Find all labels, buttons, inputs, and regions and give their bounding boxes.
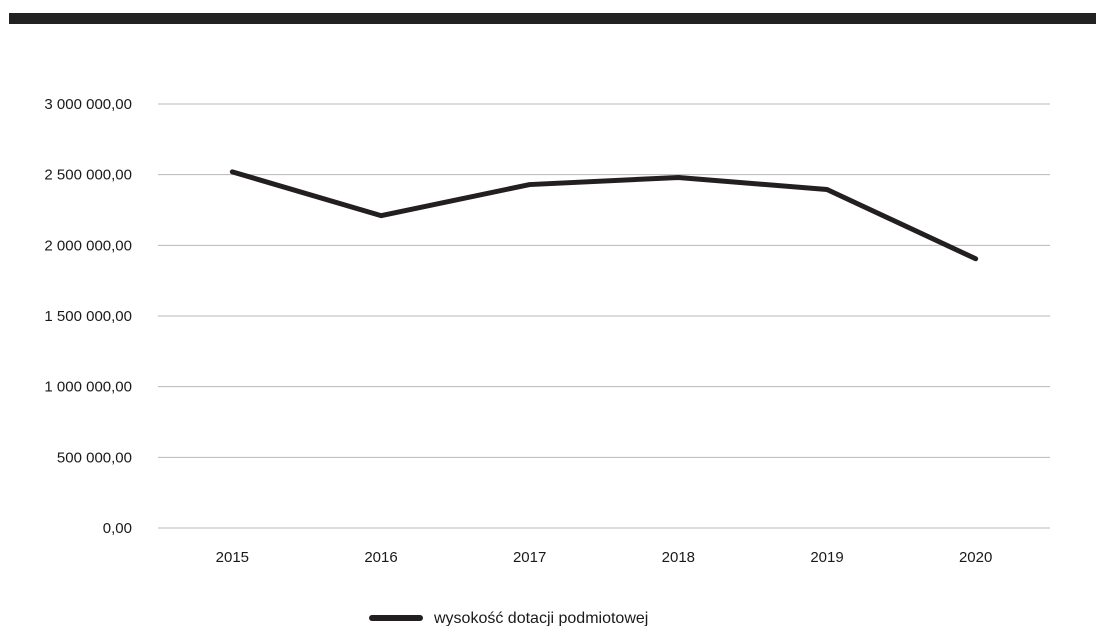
- x-tick-label: 2018: [662, 549, 695, 566]
- header-bar: [9, 13, 1096, 24]
- y-tick-label: 0,00: [103, 520, 132, 537]
- legend-label: wysokość dotacji podmiotowej: [433, 610, 648, 626]
- x-tick-label: 2019: [810, 549, 843, 566]
- x-tick-label: 2016: [364, 549, 397, 566]
- y-tick-label: 2 000 000,00: [44, 237, 132, 254]
- y-tick-label: 500 000,00: [57, 449, 132, 466]
- legend: wysokość dotacji podmiotowej: [369, 610, 648, 626]
- series-lines: [229, 169, 979, 262]
- series-line: [229, 169, 979, 262]
- y-tick-label: 3 000 000,00: [44, 96, 132, 113]
- y-tick-label: 1 500 000,00: [44, 308, 132, 325]
- x-tick-label: 2020: [959, 549, 992, 566]
- y-tick-label: 1 000 000,00: [44, 379, 132, 396]
- x-tick-label: 2015: [216, 549, 249, 566]
- y-axis-tick-labels: 0,00 500 000,00 1 000 000,00 1 500 000,00 2 …: [44, 96, 132, 537]
- y-tick-label: 2 500 000,00: [44, 167, 132, 184]
- x-tick-label: 2017: [513, 549, 546, 566]
- gridlines: [158, 103, 1050, 529]
- x-axis-tick-labels: 2015 2016 2017 2018 2019 2020: [216, 549, 993, 566]
